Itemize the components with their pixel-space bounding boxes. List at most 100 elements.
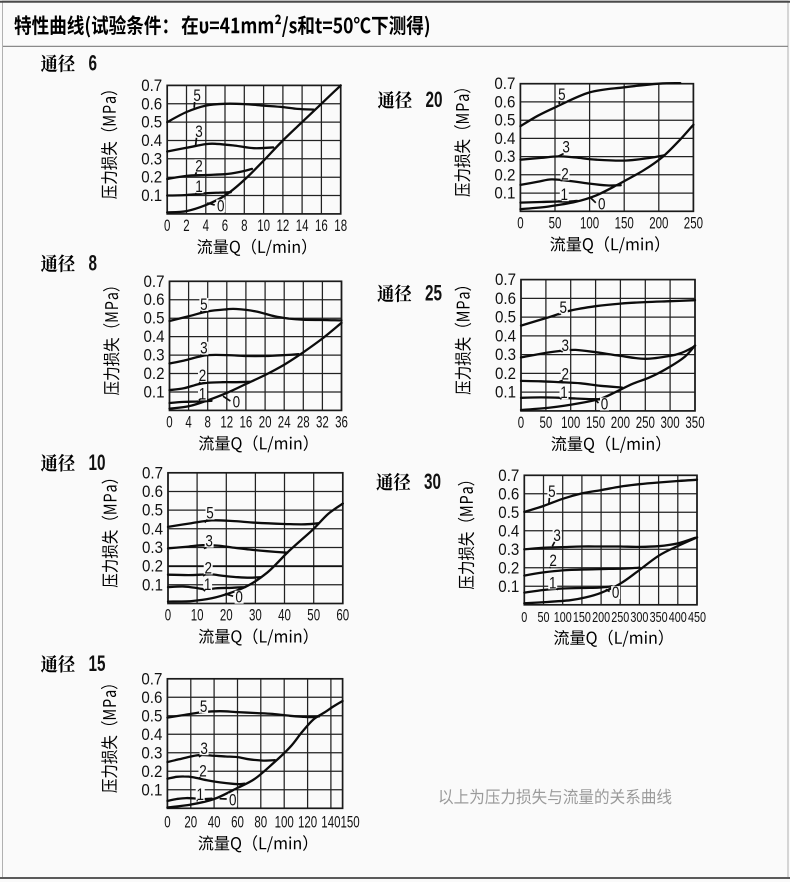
svg-text:1: 1 [195, 178, 203, 196]
svg-text:20: 20 [220, 606, 233, 625]
svg-text:0: 0 [601, 396, 609, 414]
svg-text:0.7: 0.7 [141, 670, 162, 688]
svg-text:15: 15 [89, 651, 106, 676]
svg-text:25: 25 [425, 281, 442, 306]
svg-text:1: 1 [549, 574, 557, 592]
svg-text:0: 0 [229, 792, 237, 810]
svg-text:0.3: 0.3 [141, 744, 162, 762]
svg-text:0.3: 0.3 [498, 541, 519, 559]
svg-text:3: 3 [200, 340, 208, 358]
svg-text:1: 1 [196, 786, 204, 804]
svg-text:10: 10 [257, 216, 270, 235]
svg-text:5: 5 [558, 86, 566, 104]
svg-text:0.7: 0.7 [142, 464, 163, 482]
svg-text:6: 6 [222, 216, 228, 235]
svg-text:30: 30 [249, 606, 262, 625]
svg-text:0.6: 0.6 [141, 689, 162, 707]
svg-text:0.6: 0.6 [144, 291, 165, 309]
svg-text:80: 80 [254, 812, 267, 831]
svg-text:0: 0 [166, 412, 172, 431]
svg-text:0.3: 0.3 [494, 148, 515, 166]
svg-text:0.1: 0.1 [495, 384, 516, 402]
svg-text:400: 400 [669, 609, 687, 626]
svg-text:250: 250 [636, 413, 655, 432]
svg-text:0.6: 0.6 [498, 485, 519, 503]
svg-text:12: 12 [220, 412, 233, 431]
svg-text:0.1: 0.1 [144, 384, 165, 402]
svg-text:0.1: 0.1 [498, 578, 519, 596]
svg-text:350: 350 [685, 413, 704, 432]
svg-text:0.7: 0.7 [495, 271, 516, 289]
svg-text:1: 1 [199, 385, 207, 403]
svg-text:28: 28 [297, 412, 310, 431]
svg-text:0: 0 [521, 609, 527, 626]
svg-text:4: 4 [185, 412, 191, 431]
svg-text:2: 2 [561, 365, 569, 383]
svg-text:3: 3 [205, 533, 213, 551]
svg-text:0.4: 0.4 [495, 327, 516, 345]
svg-text:350: 350 [650, 609, 668, 626]
svg-text:3: 3 [562, 139, 570, 157]
svg-text:6: 6 [89, 51, 98, 76]
svg-text:5: 5 [206, 505, 214, 523]
svg-text:3: 3 [195, 123, 203, 141]
svg-text:0: 0 [164, 812, 170, 831]
svg-text:0: 0 [518, 413, 524, 432]
svg-text:120: 120 [298, 812, 317, 831]
svg-text:0.1: 0.1 [494, 185, 515, 203]
svg-text:200: 200 [649, 213, 668, 232]
svg-text:50: 50 [549, 213, 562, 232]
svg-text:0.4: 0.4 [498, 522, 519, 540]
svg-text:250: 250 [684, 213, 703, 232]
svg-text:0: 0 [612, 584, 620, 602]
svg-text:0.5: 0.5 [144, 310, 165, 328]
svg-text:0.7: 0.7 [144, 273, 165, 291]
svg-text:2: 2 [183, 216, 189, 235]
svg-text:0: 0 [233, 394, 241, 412]
svg-text:0.4: 0.4 [141, 726, 162, 744]
svg-text:5: 5 [200, 296, 208, 314]
svg-text:0.5: 0.5 [141, 707, 162, 725]
svg-text:24: 24 [278, 412, 291, 431]
svg-text:10: 10 [191, 606, 204, 625]
svg-text:0.7: 0.7 [494, 75, 515, 93]
svg-text:0: 0 [217, 198, 225, 216]
svg-text:3: 3 [200, 740, 208, 758]
svg-text:1: 1 [560, 384, 568, 402]
svg-text:0.4: 0.4 [142, 520, 163, 538]
svg-text:0.2: 0.2 [498, 559, 519, 577]
svg-text:0.4: 0.4 [144, 328, 165, 346]
svg-text:0.6: 0.6 [494, 93, 515, 111]
svg-text:8: 8 [241, 216, 247, 235]
svg-text:16: 16 [315, 216, 328, 235]
svg-text:0.7: 0.7 [498, 467, 519, 485]
svg-text:5: 5 [193, 87, 201, 105]
svg-text:10: 10 [89, 450, 106, 475]
svg-text:0: 0 [164, 216, 170, 235]
svg-text:16: 16 [240, 412, 253, 431]
svg-text:60: 60 [231, 812, 244, 831]
svg-text:100: 100 [580, 213, 599, 232]
svg-text:40: 40 [208, 812, 221, 831]
svg-text:0.2: 0.2 [144, 365, 165, 383]
svg-text:32: 32 [316, 412, 329, 431]
svg-text:1: 1 [204, 576, 212, 594]
svg-text:100: 100 [561, 413, 580, 432]
svg-text:150: 150 [615, 213, 634, 232]
svg-text:5: 5 [200, 698, 208, 716]
svg-text:0: 0 [517, 213, 523, 232]
svg-text:20: 20 [259, 412, 272, 431]
svg-text:300: 300 [661, 413, 680, 432]
svg-text:0.5: 0.5 [498, 504, 519, 522]
svg-text:0.1: 0.1 [141, 781, 162, 799]
svg-text:0.5: 0.5 [495, 309, 516, 327]
svg-text:12: 12 [277, 216, 290, 235]
svg-text:150: 150 [586, 413, 605, 432]
svg-text:36: 36 [335, 412, 348, 431]
svg-text:5: 5 [548, 483, 556, 501]
svg-text:50: 50 [307, 606, 320, 625]
svg-text:8: 8 [205, 412, 211, 431]
svg-text:0.3: 0.3 [141, 150, 162, 168]
svg-text:3: 3 [561, 337, 569, 355]
svg-text:450: 450 [688, 609, 706, 626]
